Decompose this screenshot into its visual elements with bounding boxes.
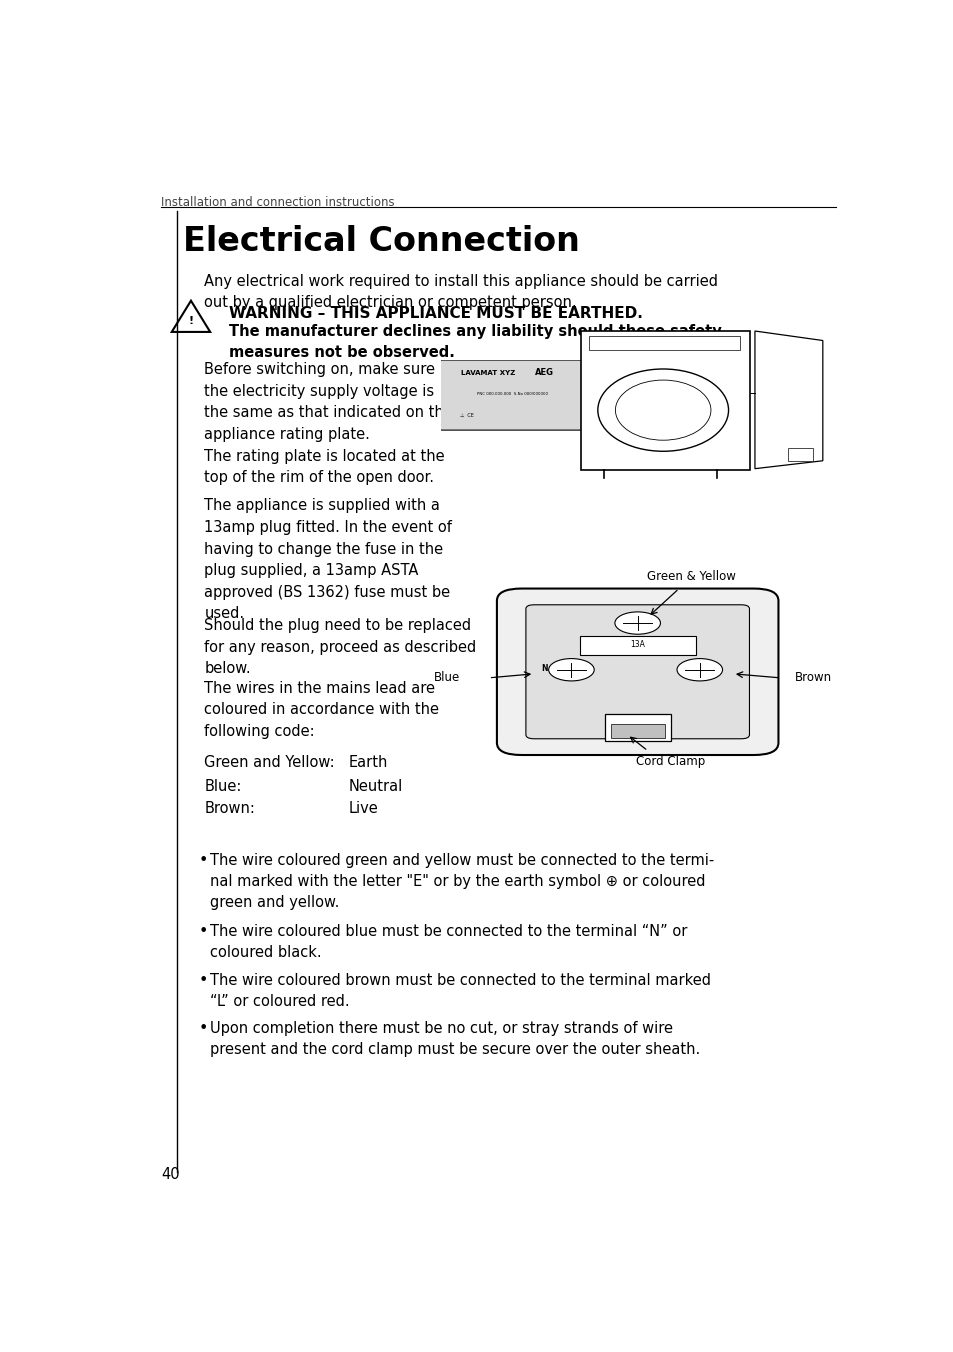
Text: Electrical Connection: Electrical Connection — [183, 224, 579, 258]
Text: Installation and connection instructions: Installation and connection instructions — [161, 196, 395, 208]
Text: •: • — [199, 1021, 209, 1036]
Text: •: • — [199, 853, 209, 868]
Text: Live: Live — [348, 802, 377, 817]
Text: Green and Yellow:: Green and Yellow: — [204, 754, 335, 769]
Text: The wire coloured green and yellow must be connected to the termi-
nal marked wi: The wire coloured green and yellow must … — [210, 853, 714, 910]
Text: Any electrical work required to install this appliance should be carried
out by : Any electrical work required to install … — [204, 273, 718, 310]
Text: Upon completion there must be no cut, or stray strands of wire
present and the c: Upon completion there must be no cut, or… — [210, 1021, 700, 1057]
Text: •: • — [199, 925, 209, 940]
Text: Should the plug need to be replaced
for any reason, proceed as described
below.: Should the plug need to be replaced for … — [204, 618, 477, 676]
Text: The manufacturer declines any liability should these safety
measures not be obse: The manufacturer declines any liability … — [229, 323, 720, 360]
Text: WARNING – THIS APPLIANCE MUST BE EARTHED.: WARNING – THIS APPLIANCE MUST BE EARTHED… — [229, 306, 642, 320]
Text: The wires in the mains lead are
coloured in accordance with the
following code:: The wires in the mains lead are coloured… — [204, 680, 438, 740]
Text: The wire coloured brown must be connected to the terminal marked
“L” or coloured: The wire coloured brown must be connecte… — [210, 973, 710, 1009]
Text: Brown:: Brown: — [204, 802, 254, 817]
Text: 40: 40 — [161, 1168, 180, 1183]
Text: Blue:: Blue: — [204, 779, 241, 794]
Text: The wire coloured blue must be connected to the terminal “N” or
coloured black.: The wire coloured blue must be connected… — [210, 925, 687, 960]
Text: Before switching on, make sure
the electricity supply voltage is
the same as tha: Before switching on, make sure the elect… — [204, 362, 453, 485]
Text: Neutral: Neutral — [348, 779, 402, 794]
Text: !: ! — [188, 316, 193, 326]
Text: •: • — [199, 973, 209, 988]
Text: Earth: Earth — [348, 754, 388, 769]
Text: The appliance is supplied with a
13amp plug fitted. In the event of
having to ch: The appliance is supplied with a 13amp p… — [204, 499, 452, 622]
